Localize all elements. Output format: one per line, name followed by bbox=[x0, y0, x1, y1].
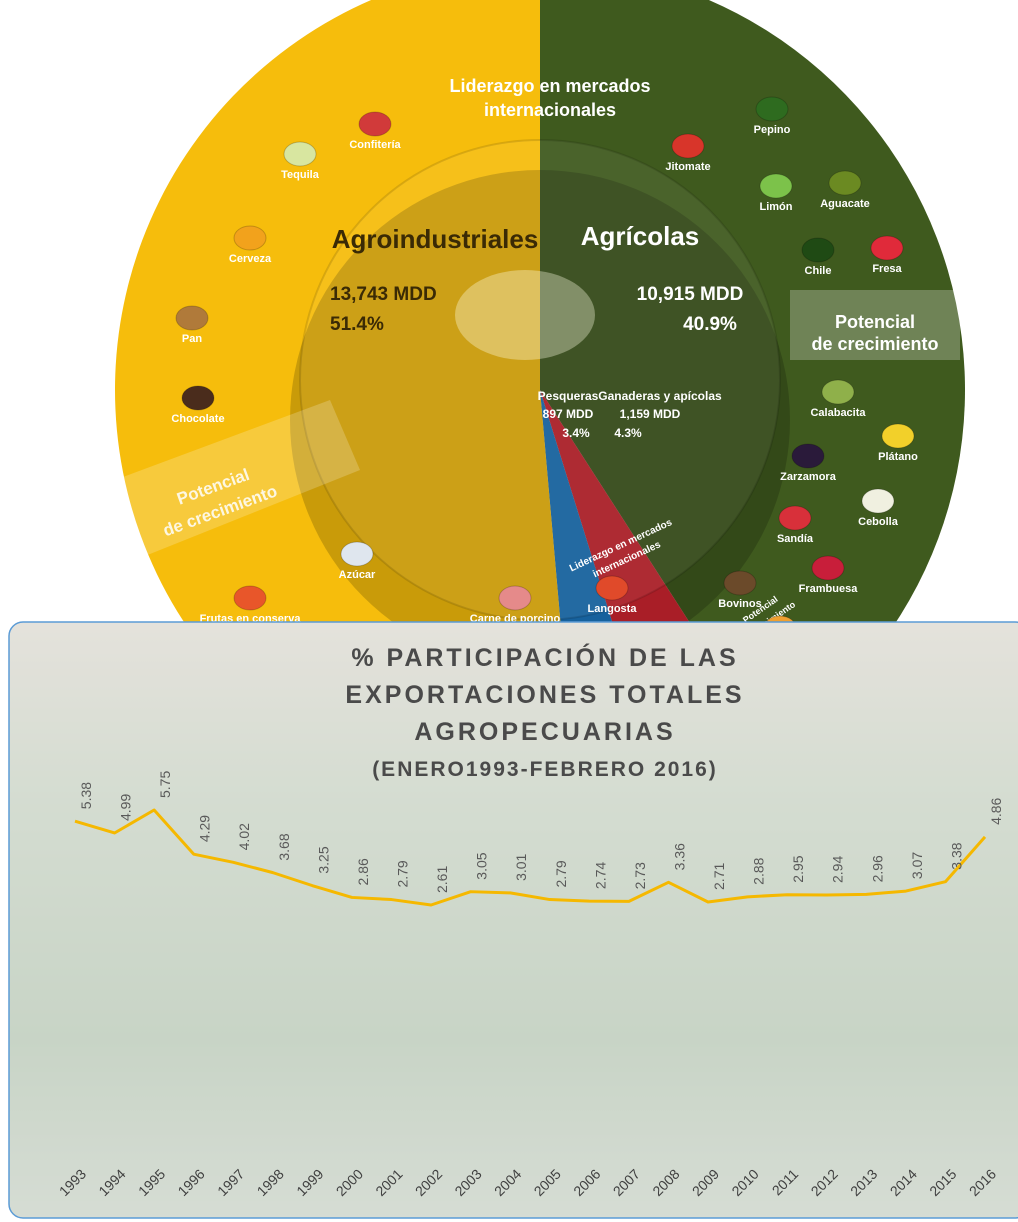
data-label: 2.86 bbox=[355, 858, 371, 885]
potential-band bbox=[115, 400, 360, 560]
product-icon bbox=[759, 173, 793, 199]
inner-disk-shadow bbox=[290, 170, 790, 670]
slice-amount: 897 MDD bbox=[543, 407, 594, 421]
slice-value-label: 40.9% bbox=[683, 314, 737, 335]
product-label: Fresa bbox=[872, 263, 902, 275]
product-icon bbox=[233, 585, 267, 611]
data-label: 3.38 bbox=[948, 842, 964, 869]
chart-subtitle: (ENERO1993-FEBRERO 2016) bbox=[372, 758, 718, 781]
product-label: Sandía bbox=[777, 533, 814, 545]
data-label: 3.01 bbox=[513, 853, 529, 880]
product-icon bbox=[861, 488, 895, 514]
slice-amount: 1,159 MDD bbox=[620, 407, 681, 421]
data-label: 4.99 bbox=[118, 794, 134, 821]
data-label: 5.75 bbox=[157, 771, 173, 798]
data-label: 2.79 bbox=[395, 860, 411, 887]
product-label: Jitomate bbox=[665, 161, 710, 173]
product-icon bbox=[283, 141, 317, 167]
section-heading: Potencial bbox=[835, 312, 915, 332]
slice-amount: 13,743 MDD bbox=[330, 284, 437, 305]
data-label: 3.07 bbox=[909, 852, 925, 879]
product-label: Bovinos bbox=[718, 598, 761, 610]
product-icon bbox=[671, 133, 705, 159]
chart-title: % PARTICIPACIÓN DE LAS EXPORTACIONES TOT… bbox=[345, 644, 745, 746]
section-heading: internacionales bbox=[484, 100, 616, 120]
product-label: Limón bbox=[760, 201, 793, 213]
slice-label: Agrícolas bbox=[581, 221, 700, 251]
product-icon bbox=[778, 505, 812, 531]
product-icon bbox=[595, 575, 629, 601]
pie-infographic: Agrícolas 10,915 MDD 40.9% Ganaderas y apíc… bbox=[115, 0, 965, 815]
data-label: 3.36 bbox=[671, 843, 687, 870]
product-label: Pepino bbox=[754, 124, 791, 136]
slice-amount: 10,915 MDD bbox=[637, 284, 744, 305]
product-label: Azúcar bbox=[339, 569, 376, 581]
product-label: Zarzamora bbox=[780, 471, 837, 483]
product-icon bbox=[340, 541, 374, 567]
product-icon bbox=[358, 111, 392, 137]
product-label: Langosta bbox=[588, 603, 638, 615]
product-icon bbox=[791, 443, 825, 469]
product-label: Pan bbox=[182, 333, 202, 345]
product-label: Cebolla bbox=[858, 516, 899, 528]
data-label: 3.05 bbox=[474, 852, 490, 879]
data-label: 2.96 bbox=[869, 855, 885, 882]
slice-value-label: 4.3% bbox=[614, 426, 642, 440]
product-label: Calabacita bbox=[810, 407, 866, 419]
product-label: Tequila bbox=[281, 169, 320, 181]
product-label: Frambuesa bbox=[799, 583, 859, 595]
product-label: Plátano bbox=[878, 451, 918, 463]
product-label: Chocolate bbox=[171, 413, 224, 425]
product-label: Aguacate bbox=[820, 198, 870, 210]
data-label: 2.79 bbox=[553, 860, 569, 887]
data-label: 3.68 bbox=[276, 833, 292, 860]
slice-value-label: 51.4% bbox=[330, 314, 384, 335]
slice-label: Ganaderas y apícolas bbox=[598, 389, 722, 403]
product-icon bbox=[801, 237, 835, 263]
product-icon bbox=[723, 570, 757, 596]
data-label: 2.88 bbox=[751, 857, 767, 884]
data-label: 4.29 bbox=[197, 815, 213, 842]
product-icon bbox=[498, 585, 532, 611]
center-hub bbox=[455, 270, 595, 360]
chart-title-block: % PARTICIPACIÓN DE LAS EXPORTACIONES TOT… bbox=[280, 640, 810, 788]
data-label: 2.95 bbox=[790, 855, 806, 882]
section-heading: Liderazgo en mercados bbox=[449, 76, 650, 96]
slice-label: Pesqueras bbox=[538, 389, 599, 403]
data-label: 4.86 bbox=[988, 797, 1004, 824]
data-label: 2.94 bbox=[830, 856, 846, 883]
data-label: 4.02 bbox=[236, 823, 252, 850]
product-icon bbox=[755, 96, 789, 122]
product-icon bbox=[811, 555, 845, 581]
section-heading: de crecimiento bbox=[811, 334, 938, 354]
data-label: 3.25 bbox=[315, 846, 331, 873]
product-icon bbox=[870, 235, 904, 261]
product-label: Confitería bbox=[349, 139, 401, 151]
product-label: Cerveza bbox=[229, 253, 272, 265]
data-label: 2.71 bbox=[711, 863, 727, 890]
pie-slice bbox=[115, 0, 578, 815]
product-icon bbox=[175, 305, 209, 331]
product-icon bbox=[181, 385, 215, 411]
product-label: Chile bbox=[805, 265, 832, 277]
product-icon bbox=[881, 423, 915, 449]
data-label: 5.38 bbox=[78, 782, 94, 809]
product-icon bbox=[821, 379, 855, 405]
data-label: 2.73 bbox=[632, 862, 648, 889]
slice-value-label: 3.4% bbox=[562, 426, 590, 440]
data-line bbox=[74, 808, 987, 907]
inner-disk bbox=[299, 139, 781, 621]
product-icon bbox=[828, 170, 862, 196]
data-label: 2.61 bbox=[434, 866, 450, 893]
data-label: 2.74 bbox=[592, 862, 608, 889]
slice-label: Agroindustriales bbox=[332, 224, 539, 254]
chart-frame bbox=[8, 621, 1018, 1219]
product-icon bbox=[233, 225, 267, 251]
potential-band bbox=[790, 290, 960, 360]
